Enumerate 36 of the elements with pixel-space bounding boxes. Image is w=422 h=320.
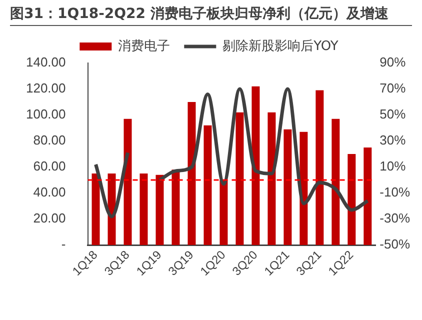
y2-tick-label: 70%	[380, 80, 406, 96]
chart-title: 图31：1Q18-2Q22 消费电子板块归母净利（亿元）及增速	[10, 6, 412, 26]
y2-tick-label: -30%	[380, 210, 410, 226]
y2-tick-label: 90%	[380, 54, 406, 70]
y-tick-label: 40.00	[33, 184, 66, 200]
y-tick-label: 60.00	[33, 158, 66, 174]
bar	[268, 112, 276, 246]
bar	[300, 132, 308, 246]
bar	[284, 129, 292, 246]
bar	[92, 174, 100, 246]
y2-tick-label: 30%	[380, 132, 406, 148]
bar	[156, 174, 164, 246]
bar	[332, 118, 340, 246]
bar	[204, 125, 212, 246]
y2-tick-label: -50%	[380, 236, 410, 252]
y2-tick-label: 10%	[380, 158, 406, 174]
y2-tick-label: -10%	[380, 184, 410, 200]
bar	[252, 86, 260, 246]
bar	[124, 118, 132, 246]
legend-label: 剔除新股影响后YOY	[222, 38, 338, 54]
y-tick-label: -	[61, 236, 66, 252]
bar	[172, 170, 180, 246]
y-tick-label: 140.00	[26, 54, 66, 70]
bar	[348, 154, 356, 246]
bar	[316, 90, 324, 246]
y-tick-label: 20.00	[33, 210, 66, 226]
bar	[188, 102, 196, 246]
y-tick-label: 120.00	[26, 80, 66, 96]
y-tick-label: 100.00	[26, 106, 66, 122]
y-tick-label: 80.00	[33, 132, 66, 148]
bar	[236, 112, 244, 246]
legend-label: 消费电子	[118, 38, 170, 54]
bar	[220, 180, 228, 246]
y2-tick-label: 50%	[380, 106, 406, 122]
bar	[140, 174, 148, 246]
bar	[364, 148, 372, 246]
